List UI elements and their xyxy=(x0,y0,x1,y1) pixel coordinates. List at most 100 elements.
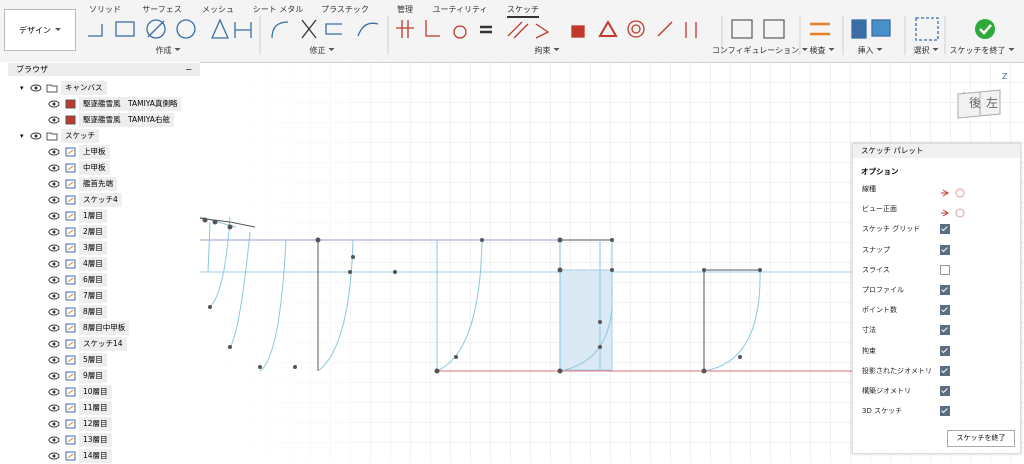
item-label[interactable]: スケッチ14 xyxy=(79,337,127,351)
group-label[interactable]: 挿入 xyxy=(858,45,883,56)
group-label[interactable]: コンフィギュレーション xyxy=(712,45,808,56)
item-label[interactable]: 7層目 xyxy=(79,289,107,303)
collapse[interactable]: − xyxy=(185,65,192,74)
item-label[interactable]: 中甲板 xyxy=(79,161,110,175)
group-label[interactable]: 拘束 xyxy=(535,45,560,56)
finish-sketch-button[interactable]: スケッチを終了 xyxy=(947,430,1015,447)
tab[interactable]: メッシュ xyxy=(202,5,234,14)
tree-item[interactable]: 5層目 xyxy=(0,352,200,368)
checkbox[interactable] xyxy=(940,244,950,255)
checkbox[interactable] xyxy=(940,365,950,376)
item-label[interactable]: 3層目 xyxy=(79,241,107,255)
palette-option-label: 拘束 xyxy=(862,346,876,355)
tab[interactable]: プラスチック xyxy=(321,5,369,14)
checkbox[interactable] xyxy=(940,285,950,295)
tree-item[interactable]: スケッチ14 xyxy=(0,336,200,352)
group-label[interactable]: 検査 xyxy=(810,45,835,56)
item-label[interactable]: 2層目 xyxy=(79,225,107,239)
tree-item[interactable]: 2層目 xyxy=(0,224,200,240)
tab[interactable]: スケッチ xyxy=(507,4,539,18)
palette-title: スケッチ パレット xyxy=(861,146,924,155)
item-label[interactable]: 11層目 xyxy=(79,401,112,415)
item-label[interactable]: 6層目 xyxy=(79,273,107,287)
item-label[interactable]: 艦首先端 xyxy=(79,177,117,191)
palette-option-label: 線種 xyxy=(862,185,876,193)
viewcube-left[interactable]: 左 xyxy=(986,95,998,110)
tree-item[interactable]: 艦首先端 xyxy=(0,176,200,192)
checkbox[interactable] xyxy=(940,386,950,396)
checkbox[interactable] xyxy=(940,305,950,316)
tree-item[interactable]: 上甲板 xyxy=(0,144,200,160)
viewcube[interactable] xyxy=(957,89,1001,119)
folder-label[interactable]: スケッチ xyxy=(61,129,99,143)
item-label[interactable]: 1層目 xyxy=(79,209,107,223)
tree-item[interactable]: 13層目 xyxy=(0,432,200,448)
tree-item[interactable]: 8層目中甲板 xyxy=(0,320,200,336)
item-label[interactable]: 13層目 xyxy=(79,433,112,447)
option-icon[interactable] xyxy=(939,203,967,222)
item-label[interactable]: 駆逐艦雪風 TAMIYA真側略 xyxy=(79,97,182,111)
item-label[interactable]: 10層目 xyxy=(79,385,112,399)
checkbox[interactable] xyxy=(940,224,950,235)
tree-folder[interactable]: ▾ スケッチ xyxy=(0,128,200,144)
viewcube-back[interactable]: 後 xyxy=(969,96,981,110)
tree-item[interactable]: 12層目 xyxy=(0,416,200,432)
item-label[interactable]: 4層目 xyxy=(79,257,107,271)
tree-item[interactable]: 14層目 xyxy=(0,448,200,464)
tab[interactable]: ユーティリティ xyxy=(432,5,488,14)
item-label[interactable]: 9層目 xyxy=(79,369,107,383)
browser-title: ブラウザ xyxy=(16,65,48,74)
group-label[interactable]: 作成 xyxy=(156,45,181,56)
tree-item[interactable]: 10層目 xyxy=(0,384,200,400)
tree-item[interactable]: 1層目 xyxy=(0,208,200,224)
item-label[interactable]: 8層目中甲板 xyxy=(79,321,130,335)
tree-item[interactable]: スケッチ4 xyxy=(0,192,200,208)
tab[interactable]: 管理 xyxy=(397,5,413,14)
group-label[interactable]: 選択 xyxy=(914,45,939,56)
workspace-label[interactable]: デザイン xyxy=(19,25,61,36)
checkbox[interactable] xyxy=(940,264,950,275)
tree-item[interactable]: 3層目 xyxy=(0,240,200,256)
workspace-button[interactable]: デザイン xyxy=(4,9,76,51)
tab[interactable]: ソリッド xyxy=(89,5,121,14)
toolbar: デザイン ソリッド サーフェス メッシュ シート メタル プラスチック 管理 ユーティリティ… xyxy=(0,0,1024,63)
palette-option-label: スケッチ グリッド xyxy=(862,225,921,234)
tree-item[interactable]: 6層目 xyxy=(0,272,200,288)
tab[interactable]: シート メタル xyxy=(252,5,304,14)
tree-item[interactable]: 駆逐艦雪風 TAMIYA真側略 xyxy=(0,96,200,112)
tree-item[interactable]: 4層目 xyxy=(0,256,200,272)
checkbox[interactable] xyxy=(940,325,950,336)
item-label[interactable]: 5層目 xyxy=(79,353,107,367)
tree-item[interactable]: 11層目 xyxy=(0,400,200,416)
item-label[interactable]: 上甲板 xyxy=(79,145,110,159)
tree-item[interactable]: 駆逐艦雪風 TAMIYA右舷 xyxy=(0,112,200,128)
tree-item[interactable]: 8層目 xyxy=(0,304,200,320)
item-label[interactable]: 駆逐艦雪風 TAMIYA右舷 xyxy=(79,113,174,127)
tree-folder[interactable]: ▾ キャンバス xyxy=(0,80,200,96)
finish-sketch-label[interactable]: スケッチを終了 xyxy=(956,434,1006,442)
palette-option-label: スナップ xyxy=(862,245,890,254)
group-label[interactable]: スケッチを終了 xyxy=(950,45,1015,56)
browser-tree: ▾ キャンバス 駆逐艦雪風 TAMIYA真側略 駆逐艦雪風 TAMIYA右舷 ▾ スケッチ… xyxy=(0,80,200,464)
tab[interactable]: サーフェス xyxy=(142,5,182,14)
item-label[interactable]: 8層目 xyxy=(79,305,107,319)
checkbox[interactable] xyxy=(940,345,950,356)
palette-option-label: ポイント数 xyxy=(862,306,897,315)
folder-label[interactable]: キャンバス xyxy=(61,81,107,95)
item-label[interactable]: スケッチ4 xyxy=(79,193,122,207)
item-label[interactable]: 14層目 xyxy=(79,449,112,463)
palette-section[interactable]: オプション xyxy=(861,167,899,176)
palette-option-label: 投影されたジオメトリ xyxy=(862,366,932,375)
tree-item[interactable]: 7層目 xyxy=(0,288,200,304)
palette-option-label: 3D スケッチ xyxy=(862,407,903,416)
tool-icons xyxy=(88,17,995,41)
checkbox[interactable] xyxy=(940,406,950,417)
group-label[interactable]: 修正 xyxy=(310,45,335,56)
tree-item[interactable]: 9層目 xyxy=(0,368,200,384)
palette-option-label: 構築ジオメトリ xyxy=(862,387,911,395)
option-icon[interactable] xyxy=(939,183,967,202)
item-label[interactable]: 12層目 xyxy=(79,417,112,431)
browser-header: ブラウザ − xyxy=(8,63,200,76)
tree-item[interactable]: 中甲板 xyxy=(0,160,200,176)
